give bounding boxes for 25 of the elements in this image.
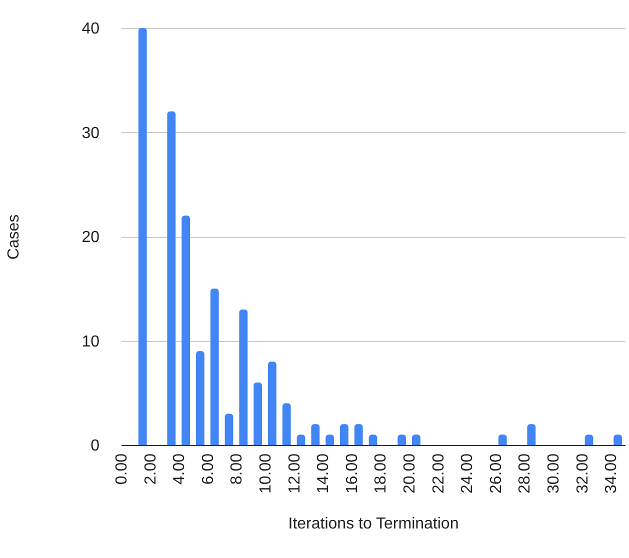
x-tick-label: 34.00 bbox=[603, 453, 620, 494]
x-tick-label: 10.00 bbox=[258, 453, 274, 494]
x-axis-title: Iterations to Termination bbox=[288, 516, 459, 533]
x-tick-label: 6.00 bbox=[200, 453, 217, 485]
x-tick-label: 12.00 bbox=[286, 453, 304, 494]
x-tick-label: 24.00 bbox=[459, 453, 476, 494]
x-tick-label: 28.00 bbox=[516, 453, 534, 494]
x-tick-label: 32.00 bbox=[574, 453, 592, 494]
x-tick-label: 30.00 bbox=[546, 453, 562, 494]
y-tick-label: 30 bbox=[82, 124, 100, 142]
x-tick-label: 14.00 bbox=[315, 453, 332, 494]
x-tick-label: 20.00 bbox=[402, 453, 418, 494]
y-tick-label: 20 bbox=[82, 229, 100, 246]
x-tick-label: 4.00 bbox=[171, 453, 188, 485]
x-tick-label: 26.00 bbox=[488, 453, 505, 494]
x-tick-label: 8.00 bbox=[228, 453, 246, 485]
x-tick-label: 22.00 bbox=[430, 453, 448, 494]
y-tick-label: 10 bbox=[82, 333, 100, 350]
y-tick-label: 40 bbox=[82, 20, 100, 38]
x-tick-label: 2.00 bbox=[142, 453, 160, 485]
x-tick-label: 18.00 bbox=[372, 453, 390, 494]
y-tick-label: 0 bbox=[90, 438, 100, 454]
x-tick-label: 0.00 bbox=[114, 453, 130, 485]
y-axis-title: Cases bbox=[6, 214, 23, 260]
x-tick-label: 16.00 bbox=[344, 453, 361, 494]
